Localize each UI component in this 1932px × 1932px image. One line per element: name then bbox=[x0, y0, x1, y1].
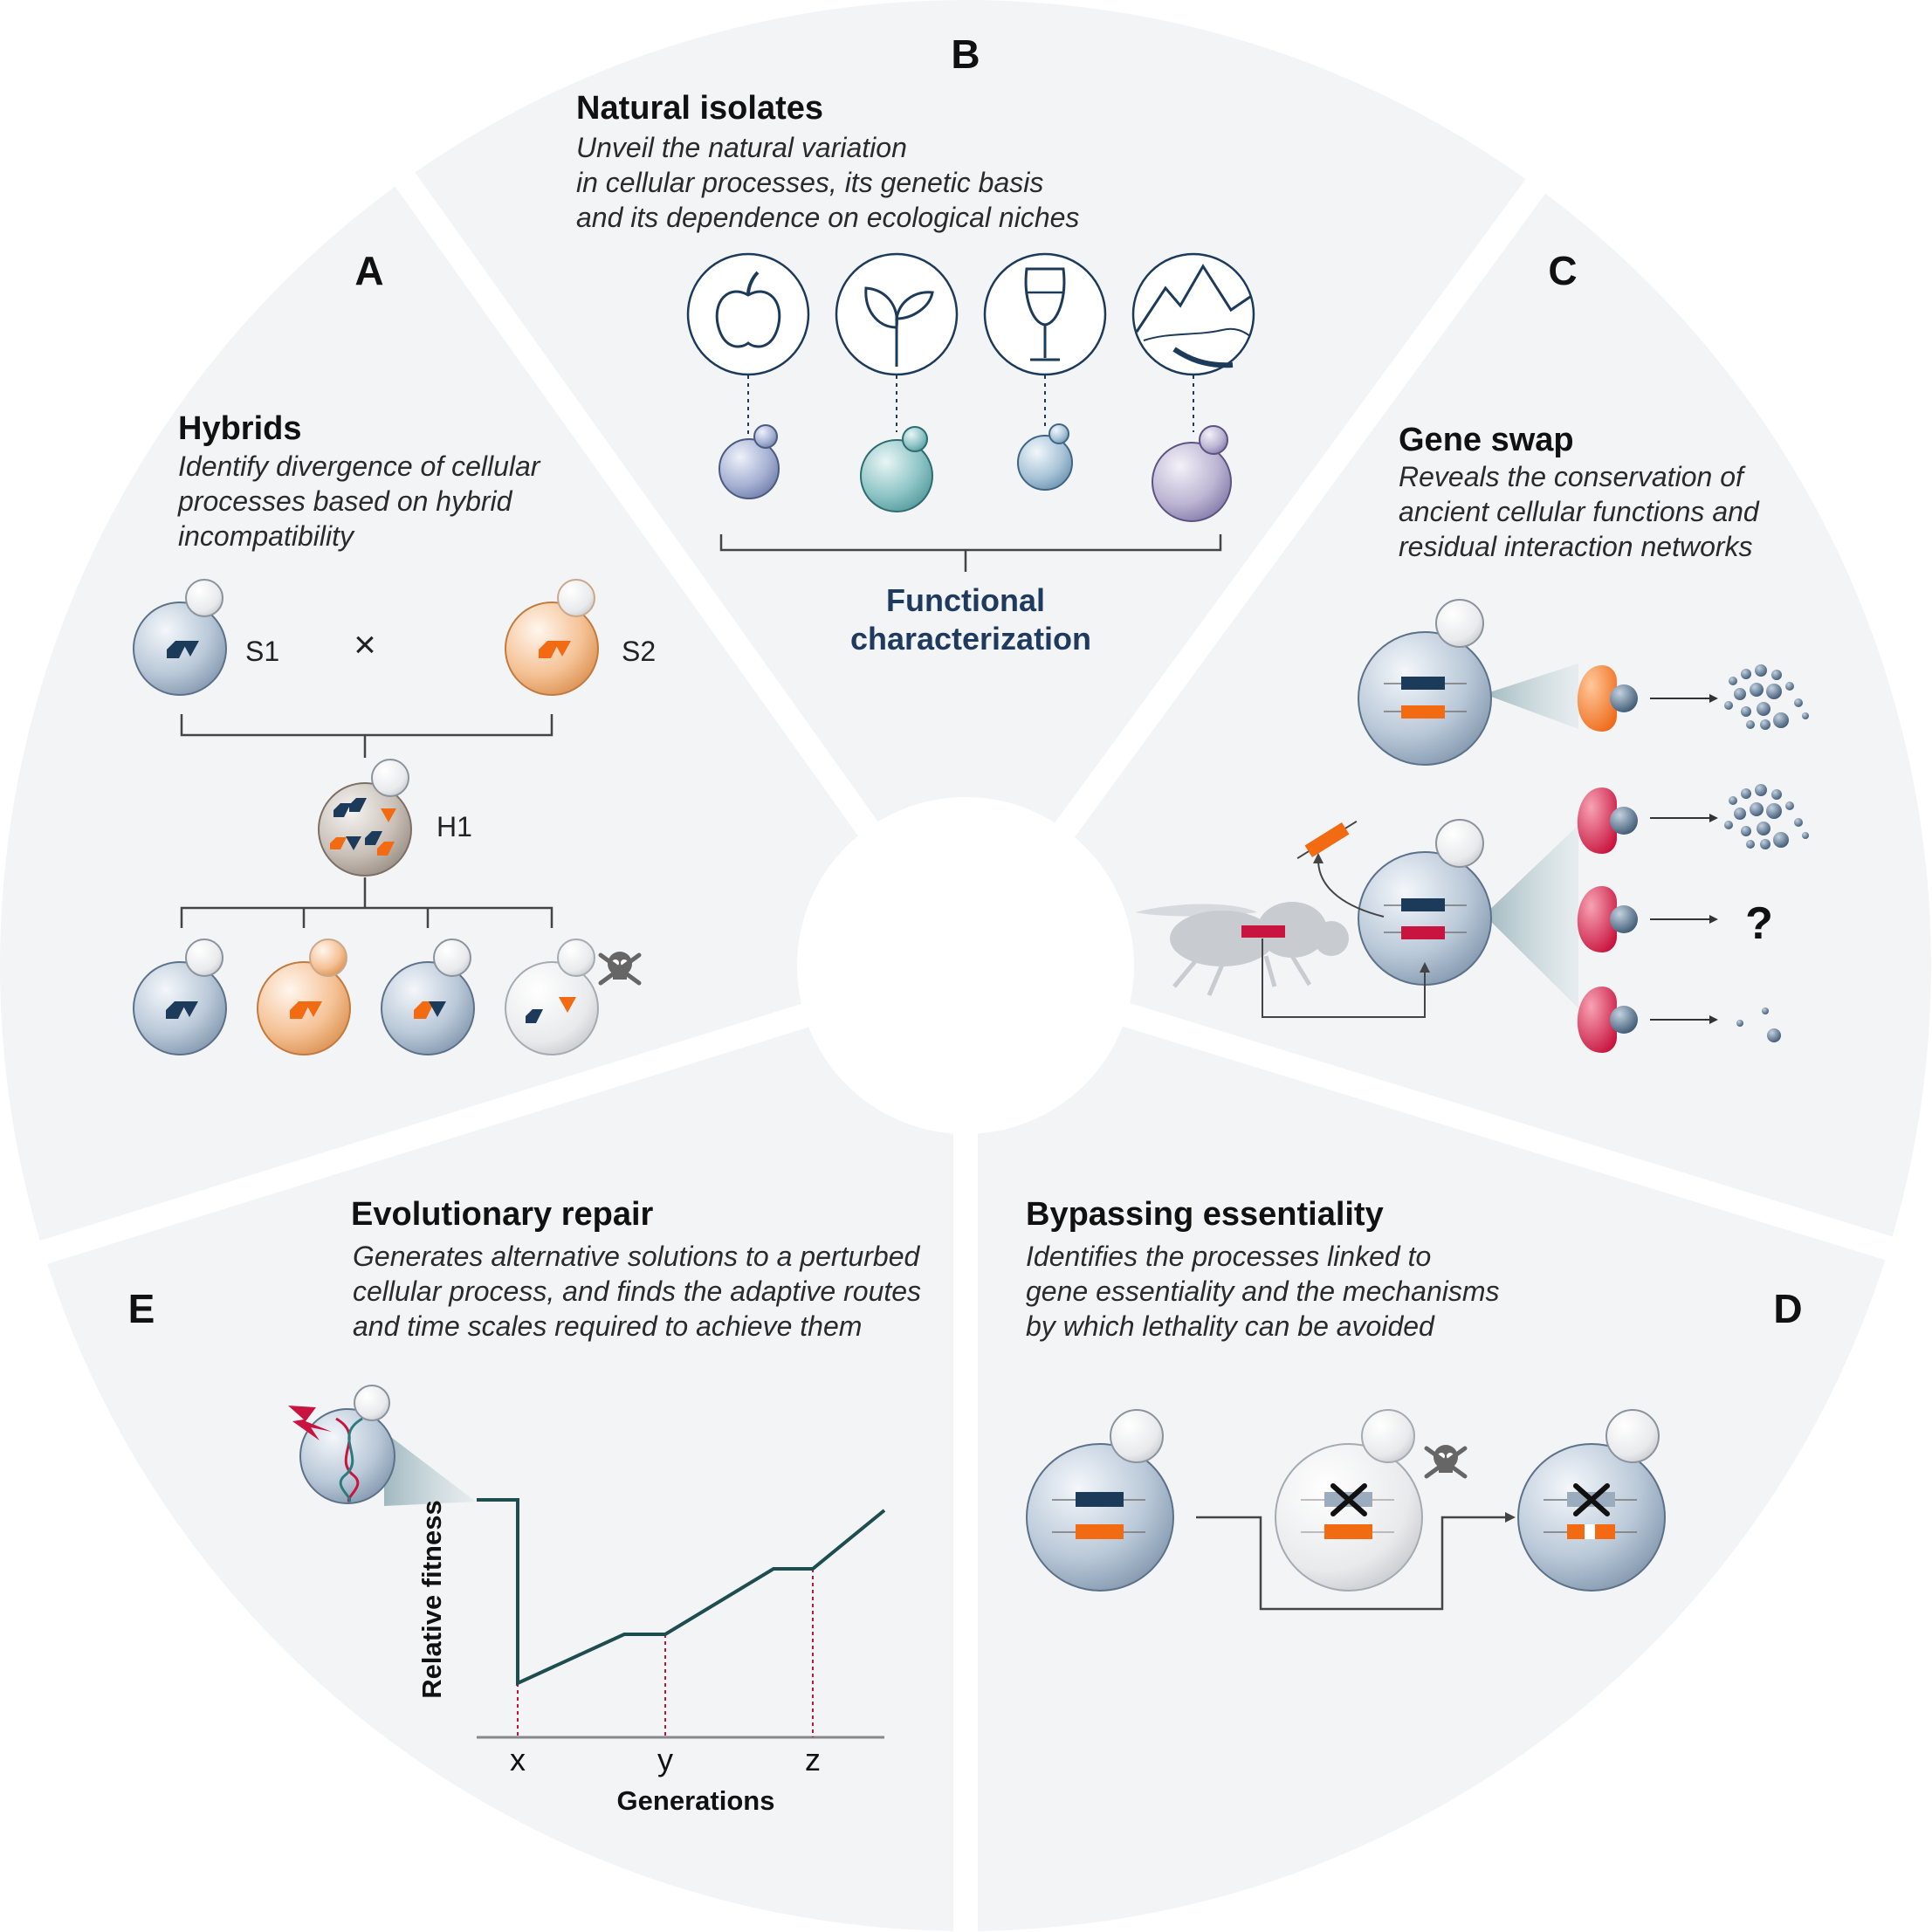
panel-b-desc-line2: in cellular processes, its genetic basis bbox=[576, 167, 1043, 198]
panel-a-title: Hybrids bbox=[178, 410, 301, 447]
panel-e-desc-line2: cellular process, and finds the adaptive… bbox=[353, 1275, 921, 1307]
apple-icon bbox=[686, 252, 810, 376]
protein-orange bbox=[1577, 665, 1638, 732]
fly-icon bbox=[1135, 902, 1349, 996]
panel-e-desc-line3: and time scales required to achieve them bbox=[353, 1310, 862, 1342]
protein-pink-1 bbox=[1577, 787, 1638, 854]
fitness-line bbox=[477, 1498, 886, 1687]
sprout-icon bbox=[835, 252, 959, 376]
panel-c: C Gene swap Reveals the conservation of … bbox=[1135, 248, 1809, 1053]
interaction-network-full bbox=[1724, 664, 1809, 730]
panel-letter-b: B bbox=[951, 31, 980, 77]
fly-gene bbox=[1241, 925, 1285, 938]
panel-c-desc-line2: ancient cellular functions and bbox=[1399, 496, 1760, 527]
offspring-bracket bbox=[180, 877, 553, 928]
panel-c-title: Gene swap bbox=[1399, 422, 1574, 458]
zoom-cone-top bbox=[1484, 663, 1578, 729]
protein-pink-2 bbox=[1577, 886, 1638, 952]
panel-e: E Evolutionary repair Generates alternat… bbox=[128, 1196, 921, 1816]
panel-b-desc-line3: and its dependence on ecological niches bbox=[576, 202, 1079, 233]
essential-cell-deleted bbox=[1275, 1409, 1423, 1592]
parent-cell-s1 bbox=[133, 579, 227, 696]
panel-d-desc-line3: by which lethality can be avoided bbox=[1026, 1310, 1435, 1342]
offspring-cell-4-dead bbox=[505, 938, 599, 1055]
functional-label-line2: characterization bbox=[850, 621, 1091, 657]
mountain-icon bbox=[1131, 252, 1255, 376]
gene-swap-cell-wildtype bbox=[1358, 599, 1492, 766]
panel-b: B Natural isolates Unveil the natural va… bbox=[576, 31, 1255, 657]
panel-d-desc-line2: gene essentiality and the mechanisms bbox=[1026, 1275, 1500, 1307]
isolate-cell-3 bbox=[1017, 423, 1073, 491]
fly-gene-excision-arrow bbox=[1317, 859, 1385, 918]
isolate-cell-2 bbox=[860, 426, 933, 512]
offspring-cell-1 bbox=[133, 938, 227, 1055]
panel-b-title: Natural isolates bbox=[576, 90, 823, 127]
tick-label-z: z bbox=[805, 1742, 821, 1777]
x-axis-label: Generations bbox=[617, 1785, 775, 1816]
hybrid-cell-h1 bbox=[318, 759, 412, 877]
panel-c-desc-line3: residual interaction networks bbox=[1399, 531, 1753, 562]
lightning-icon bbox=[288, 1406, 332, 1440]
wine-glass-icon bbox=[983, 252, 1107, 376]
panel-e-desc-line1: Generates alternative solutions to a per… bbox=[353, 1241, 920, 1272]
protein-pink-3 bbox=[1577, 987, 1638, 1053]
cross-symbol: × bbox=[354, 623, 376, 666]
offspring-cell-3 bbox=[381, 938, 475, 1055]
essential-cell-wildtype bbox=[1026, 1409, 1174, 1592]
panel-letter-e: E bbox=[128, 1286, 155, 1331]
panel-a-desc-line2: processes based on hybrid bbox=[177, 485, 513, 517]
essential-cell-suppressed bbox=[1517, 1409, 1666, 1592]
panel-a-desc-line3: incompatibility bbox=[178, 520, 355, 552]
offspring-cell-2 bbox=[257, 938, 351, 1055]
panel-d-title: Bypassing essentiality bbox=[1026, 1196, 1384, 1233]
panel-d-desc-line1: Identifies the processes linked to bbox=[1026, 1241, 1431, 1272]
panel-c-desc-line1: Reveals the conservation of bbox=[1399, 461, 1746, 492]
panel-b-desc-line1: Unveil the natural variation bbox=[576, 132, 907, 163]
isolate-cell-4 bbox=[1152, 425, 1232, 522]
interaction-network-residual bbox=[1736, 1007, 1781, 1042]
y-axis-label: Relative fitness bbox=[416, 1500, 447, 1698]
niche-connectors bbox=[747, 375, 1194, 437]
parents-bracket bbox=[180, 714, 553, 758]
unknown-outcome: ? bbox=[1745, 898, 1773, 949]
panel-letter-d: D bbox=[1773, 1286, 1802, 1331]
excised-gene-fragment bbox=[1296, 820, 1358, 860]
zoom-cone-bottom bbox=[1484, 825, 1578, 1008]
zoom-cone-e bbox=[384, 1432, 476, 1506]
label-h1: H1 bbox=[437, 811, 472, 842]
perturbed-cell bbox=[299, 1385, 395, 1504]
panel-e-title: Evolutionary repair bbox=[351, 1196, 654, 1233]
parent-cell-s2 bbox=[505, 579, 599, 696]
label-s1: S1 bbox=[245, 636, 279, 667]
bypass-arrow bbox=[1196, 1516, 1507, 1611]
panel-a-desc-line1: Identify divergence of cellular bbox=[178, 450, 541, 482]
fitness-chart: x y z Generations Relative fitness bbox=[416, 1498, 886, 1816]
tick-label-y: y bbox=[657, 1742, 673, 1777]
panel-a: A Hybrids Identify divergence of cellula… bbox=[133, 248, 656, 1055]
panel-letter-a: A bbox=[354, 248, 383, 293]
panel-letter-c: C bbox=[1548, 248, 1577, 293]
gene-swap-cell-humanized bbox=[1358, 819, 1492, 986]
isolates-bracket bbox=[719, 534, 1222, 572]
label-s2: S2 bbox=[622, 636, 656, 667]
panel-d: D Bypassing essentiality Identifies the … bbox=[1026, 1196, 1803, 1611]
tick-label-x: x bbox=[510, 1742, 526, 1777]
isolate-cell-1 bbox=[718, 424, 780, 499]
fly-gene-transfer-arrow bbox=[1262, 938, 1426, 1018]
functional-label-line1: Functional bbox=[886, 582, 1045, 618]
interaction-network-conserved bbox=[1724, 784, 1809, 849]
